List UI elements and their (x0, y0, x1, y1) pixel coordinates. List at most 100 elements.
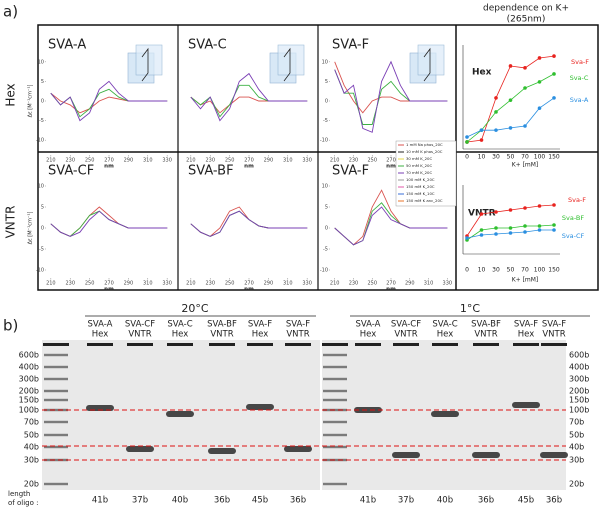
k-point (552, 72, 556, 76)
x-tick-label: 290 (124, 158, 134, 164)
k-point (494, 232, 498, 236)
gel-band (246, 404, 274, 410)
k-point (479, 233, 484, 237)
x-axis-label: nm (386, 164, 396, 170)
x-tick-label: 330 (162, 158, 172, 164)
ladder-label: 200b (19, 387, 39, 396)
k-point (523, 224, 527, 228)
series-label: Sva-F (571, 58, 589, 66)
cube-icon (141, 47, 149, 82)
lane-type: VNTR (128, 330, 151, 340)
k-point (523, 206, 527, 210)
x-tick-label: 230 (349, 281, 359, 287)
lane-type: Hex (518, 330, 535, 340)
k-point (479, 228, 484, 232)
ladder-label: 150b (569, 396, 589, 405)
y-tick-label: 10 (322, 184, 328, 190)
oligo-length: 36b (546, 496, 562, 506)
y-tick-label: 5 (325, 205, 328, 211)
series-label: Sva-A (570, 96, 589, 104)
x-tick-label: 70 (521, 267, 529, 274)
ladder-label: 50b (24, 431, 39, 440)
x-tick-label: 270 (386, 281, 396, 287)
cube-icon (135, 44, 163, 76)
x-tick-label: 310 (143, 281, 153, 287)
lane-name: SVA-F (248, 320, 272, 330)
lane-name: SVA-CF (391, 320, 421, 330)
x-tick-label: 270 (386, 158, 396, 164)
x-tick-label: 330 (302, 158, 312, 164)
oligo-length: 41b (360, 496, 376, 506)
x-tick-label: 310 (283, 158, 293, 164)
lane-name: SVA-A (88, 320, 113, 330)
cube-icon (283, 47, 291, 82)
ladder-label: 30b (569, 456, 584, 465)
lane-name: SVA-A (356, 320, 381, 330)
series-label: Sva-CF (562, 232, 585, 240)
ladder-label: 40b (569, 443, 584, 452)
lane-type: Hex (172, 330, 189, 340)
x-tick-label: 250 (85, 281, 95, 287)
x-tick-label: 230 (65, 158, 75, 164)
k-point (494, 110, 498, 114)
ladder-band (323, 353, 347, 357)
ladder-band (44, 365, 68, 369)
cd-curve (334, 206, 448, 246)
x-tick-label: 150 (548, 267, 560, 274)
x-tick-label: 210 (46, 158, 56, 164)
ladder-label: 400b (19, 363, 39, 372)
lane-type: Hex (252, 330, 269, 340)
ladder-label: 150b (19, 396, 39, 405)
x-axis-label: K+ [mM] (512, 277, 539, 284)
x-tick-label: 250 (225, 281, 235, 287)
k-point (494, 210, 498, 214)
x-tick-label: 50 (507, 154, 515, 161)
ladder-band (323, 398, 347, 402)
well (432, 343, 458, 346)
oligo-length: 41b (92, 496, 108, 506)
k-point (508, 98, 513, 102)
ladder-label: 40b (24, 443, 39, 452)
y-tick-label: -5 (39, 247, 44, 253)
gel-band (512, 402, 540, 408)
y-tick-label: 5 (325, 79, 328, 85)
oligo-length: 45b (518, 496, 534, 506)
x-axis-label: nm (244, 287, 254, 293)
x-tick-label: 150 (548, 154, 560, 161)
well (127, 343, 153, 346)
y-tick-label: 0 (41, 99, 44, 105)
series-label: Sva-BF (562, 214, 585, 222)
ladder-band (44, 420, 68, 424)
gel-band (208, 448, 236, 454)
x-tick-label: 210 (186, 281, 196, 287)
cd-curve (334, 60, 448, 133)
gel-title: 1°C (460, 302, 480, 315)
x-tick-label: 230 (349, 158, 359, 164)
x-tick-label: 230 (205, 281, 215, 287)
x-tick-label: 310 (424, 281, 434, 287)
k-point (523, 66, 527, 70)
x-tick-label: 290 (264, 158, 274, 164)
chart-title: SVA-CF (48, 164, 94, 179)
well (43, 343, 69, 346)
ladder-label: 200b (569, 387, 589, 396)
legend-entry: 150 mM K anc_20C (406, 198, 443, 203)
oligo-length: 37b (398, 496, 414, 506)
k-point (508, 126, 513, 130)
k-point (479, 138, 484, 142)
k-point (537, 224, 542, 228)
cube-icon (417, 44, 445, 76)
x-tick-label: 250 (225, 158, 235, 164)
gel-band (354, 407, 382, 413)
y-tick-label: -10 (320, 268, 328, 274)
lane-type: VNTR (210, 330, 233, 340)
x-tick-label: 290 (264, 281, 274, 287)
lane-type: Hex (437, 330, 454, 340)
lane-name: SVA-F (542, 320, 566, 330)
x-tick-label: 210 (46, 281, 56, 287)
x-tick-label: 270 (104, 158, 114, 164)
lane-type: VNTR (474, 330, 497, 340)
gel-band (540, 452, 568, 458)
y-tick-label: 5 (41, 205, 44, 211)
